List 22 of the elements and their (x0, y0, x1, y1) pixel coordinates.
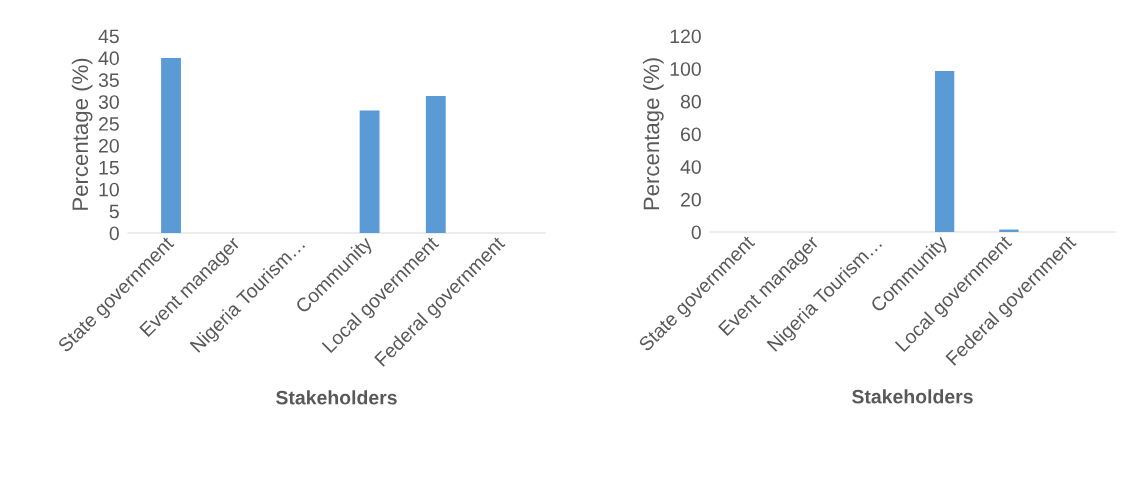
y-tick-label: 40 (98, 51, 119, 66)
y-tick-label: 100 (670, 62, 701, 76)
bar (359, 110, 380, 233)
y-axis-title: Percentage (%) (71, 58, 93, 210)
bar (425, 95, 446, 233)
y-tick-label: 20 (99, 138, 119, 153)
y-tick-label: 40 (680, 160, 701, 174)
y-tick-label: 80 (680, 94, 701, 109)
bar (161, 57, 181, 233)
x-axis-title: Stakeholders (276, 390, 397, 405)
y-tick-label: 15 (99, 161, 119, 175)
x-axis-title: Stakeholders (852, 389, 973, 404)
y-axis-title: Percentage (%) (642, 58, 664, 210)
y-tick-label: 45 (98, 29, 119, 44)
y-tick-label: 120 (670, 29, 701, 44)
y-tick-label: 25 (99, 117, 119, 131)
y-tick-label: 35 (98, 73, 119, 88)
y-tick-label: 10 (99, 182, 119, 197)
y-tick-label: 30 (98, 95, 119, 109)
y-tick-label: 60 (681, 127, 701, 142)
y-tick-label: 5 (109, 204, 119, 219)
y-tick-label: 20 (681, 192, 701, 207)
